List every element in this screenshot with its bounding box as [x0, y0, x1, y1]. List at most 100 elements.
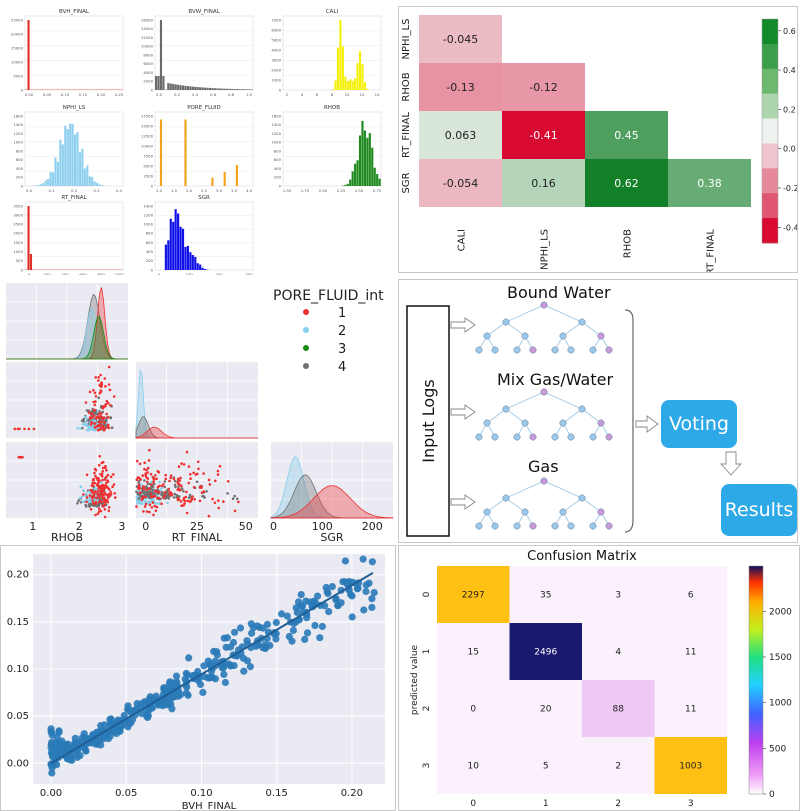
confusion-cell-label: 10	[468, 762, 480, 772]
corr-colorbar-segment	[762, 193, 778, 219]
hist-ytick-label: 800	[146, 231, 154, 236]
hist-bar	[334, 80, 337, 90]
input-logs-box	[406, 305, 450, 537]
tree-edge	[581, 497, 602, 513]
corr-row-label: NPHI_LS	[401, 19, 412, 60]
pair-point	[91, 478, 95, 482]
regression-panel: 0.00 0.05 0.10 0.15 0.20 0.00 0.05 0.10 0.15 0.20…	[0, 545, 396, 811]
tree-node-bound-water	[597, 332, 605, 340]
voting-box: Voting	[661, 400, 737, 448]
hist-xtick-label: 0.25	[115, 92, 124, 97]
regression-point	[325, 608, 333, 616]
pair-point	[85, 500, 88, 504]
pair-point	[233, 494, 236, 498]
pair-point	[99, 480, 103, 484]
pair-xtick-label: 2	[76, 520, 83, 533]
pair-point	[182, 504, 185, 507]
hist-xtick-label: 0.20	[97, 92, 106, 97]
corr-colorbar-label: 0.0	[783, 145, 796, 154]
tree-node-gas	[605, 522, 613, 530]
pair-point	[135, 459, 139, 463]
pair-point	[140, 483, 143, 486]
hist-bar	[98, 184, 101, 186]
pair-point	[164, 497, 167, 500]
regression-point	[177, 691, 185, 699]
pair-point	[172, 477, 176, 481]
pair-point	[179, 500, 183, 503]
tree-node-mix-gas-water	[540, 388, 548, 396]
confusion-cell-label: 35	[540, 591, 551, 601]
pair-point	[176, 477, 180, 481]
hist-ytick-label: 1200	[271, 131, 281, 136]
pair-point	[88, 504, 92, 507]
regression-point	[259, 624, 267, 632]
pair-kde-sgr	[270, 485, 394, 519]
pair-point	[161, 494, 164, 497]
hist-bar	[29, 254, 33, 270]
pair-point	[141, 495, 145, 498]
pair-point	[163, 485, 166, 489]
pair-point	[93, 422, 96, 425]
pair-point	[106, 423, 110, 427]
hist-xtick-label: 1000	[114, 272, 124, 275]
pair-point	[172, 496, 176, 499]
hist-bar	[194, 86, 197, 90]
hist-xtick-label: 1.75	[301, 188, 310, 193]
pair-point	[82, 489, 85, 492]
model-label-bound-water: Bound Water	[507, 283, 611, 302]
corr-colorbar-segment	[762, 218, 778, 244]
pair-point	[83, 500, 86, 503]
regression-ytick-label: 0.00	[7, 758, 29, 769]
pair-legend-marker	[303, 327, 309, 333]
pair-point	[88, 492, 92, 495]
pair-point	[167, 488, 170, 491]
tree-node-gas	[578, 494, 586, 502]
pair-point	[191, 495, 194, 498]
pair-point	[81, 495, 84, 498]
hist-axes-frame	[154, 15, 254, 91]
tree-node-mix-gas-water	[589, 433, 597, 441]
regression-point	[348, 613, 356, 621]
pair-point	[156, 496, 159, 499]
pair-point	[148, 503, 152, 507]
hist-bar	[177, 213, 180, 270]
tree-node-bound-water	[551, 346, 559, 354]
confusion-cell-label: 11	[685, 648, 696, 658]
hist-ytick-label: 0	[151, 87, 154, 92]
arrow-to-model	[450, 494, 476, 510]
pair-point	[97, 504, 101, 508]
hist-ytick-label: 400	[274, 166, 282, 171]
confusion-colorbar-label: 500	[769, 744, 786, 754]
regression-point	[337, 599, 345, 607]
hist-ytick-label: 1000	[271, 140, 281, 145]
regression-point	[199, 688, 207, 696]
tree-node-mix-gas-water	[559, 419, 567, 427]
regression-point	[341, 557, 349, 565]
pair-point	[158, 484, 161, 488]
pair-point	[103, 508, 107, 511]
regression-point	[194, 667, 202, 676]
tree-node-bound-water	[475, 346, 483, 354]
pair-point	[107, 509, 111, 513]
hist-bar	[213, 88, 216, 90]
pair-point	[101, 466, 105, 470]
hist-bar	[199, 87, 202, 90]
tree-node-bound-water	[567, 346, 575, 354]
pair-point	[111, 485, 114, 488]
confusion-cell-label: 5	[543, 762, 549, 772]
confusion-cell-label: 0	[470, 705, 476, 715]
tree-node-gas	[491, 522, 499, 530]
hist-axes-frame	[282, 15, 382, 91]
pair-point	[87, 500, 91, 503]
hist-bar	[155, 76, 158, 90]
corr-row-label: SGR	[401, 172, 412, 193]
regression-point	[48, 769, 56, 777]
tree-node-bound-water	[483, 332, 491, 340]
pair-point	[32, 427, 36, 431]
pair-point	[160, 502, 163, 505]
hist-ytick-label: 10000	[141, 143, 154, 148]
hist-ytick-label: 1400	[271, 122, 281, 127]
pair-point	[100, 474, 104, 478]
confusion-cell	[582, 566, 655, 623]
hist-ytick-label: 600	[274, 157, 282, 162]
